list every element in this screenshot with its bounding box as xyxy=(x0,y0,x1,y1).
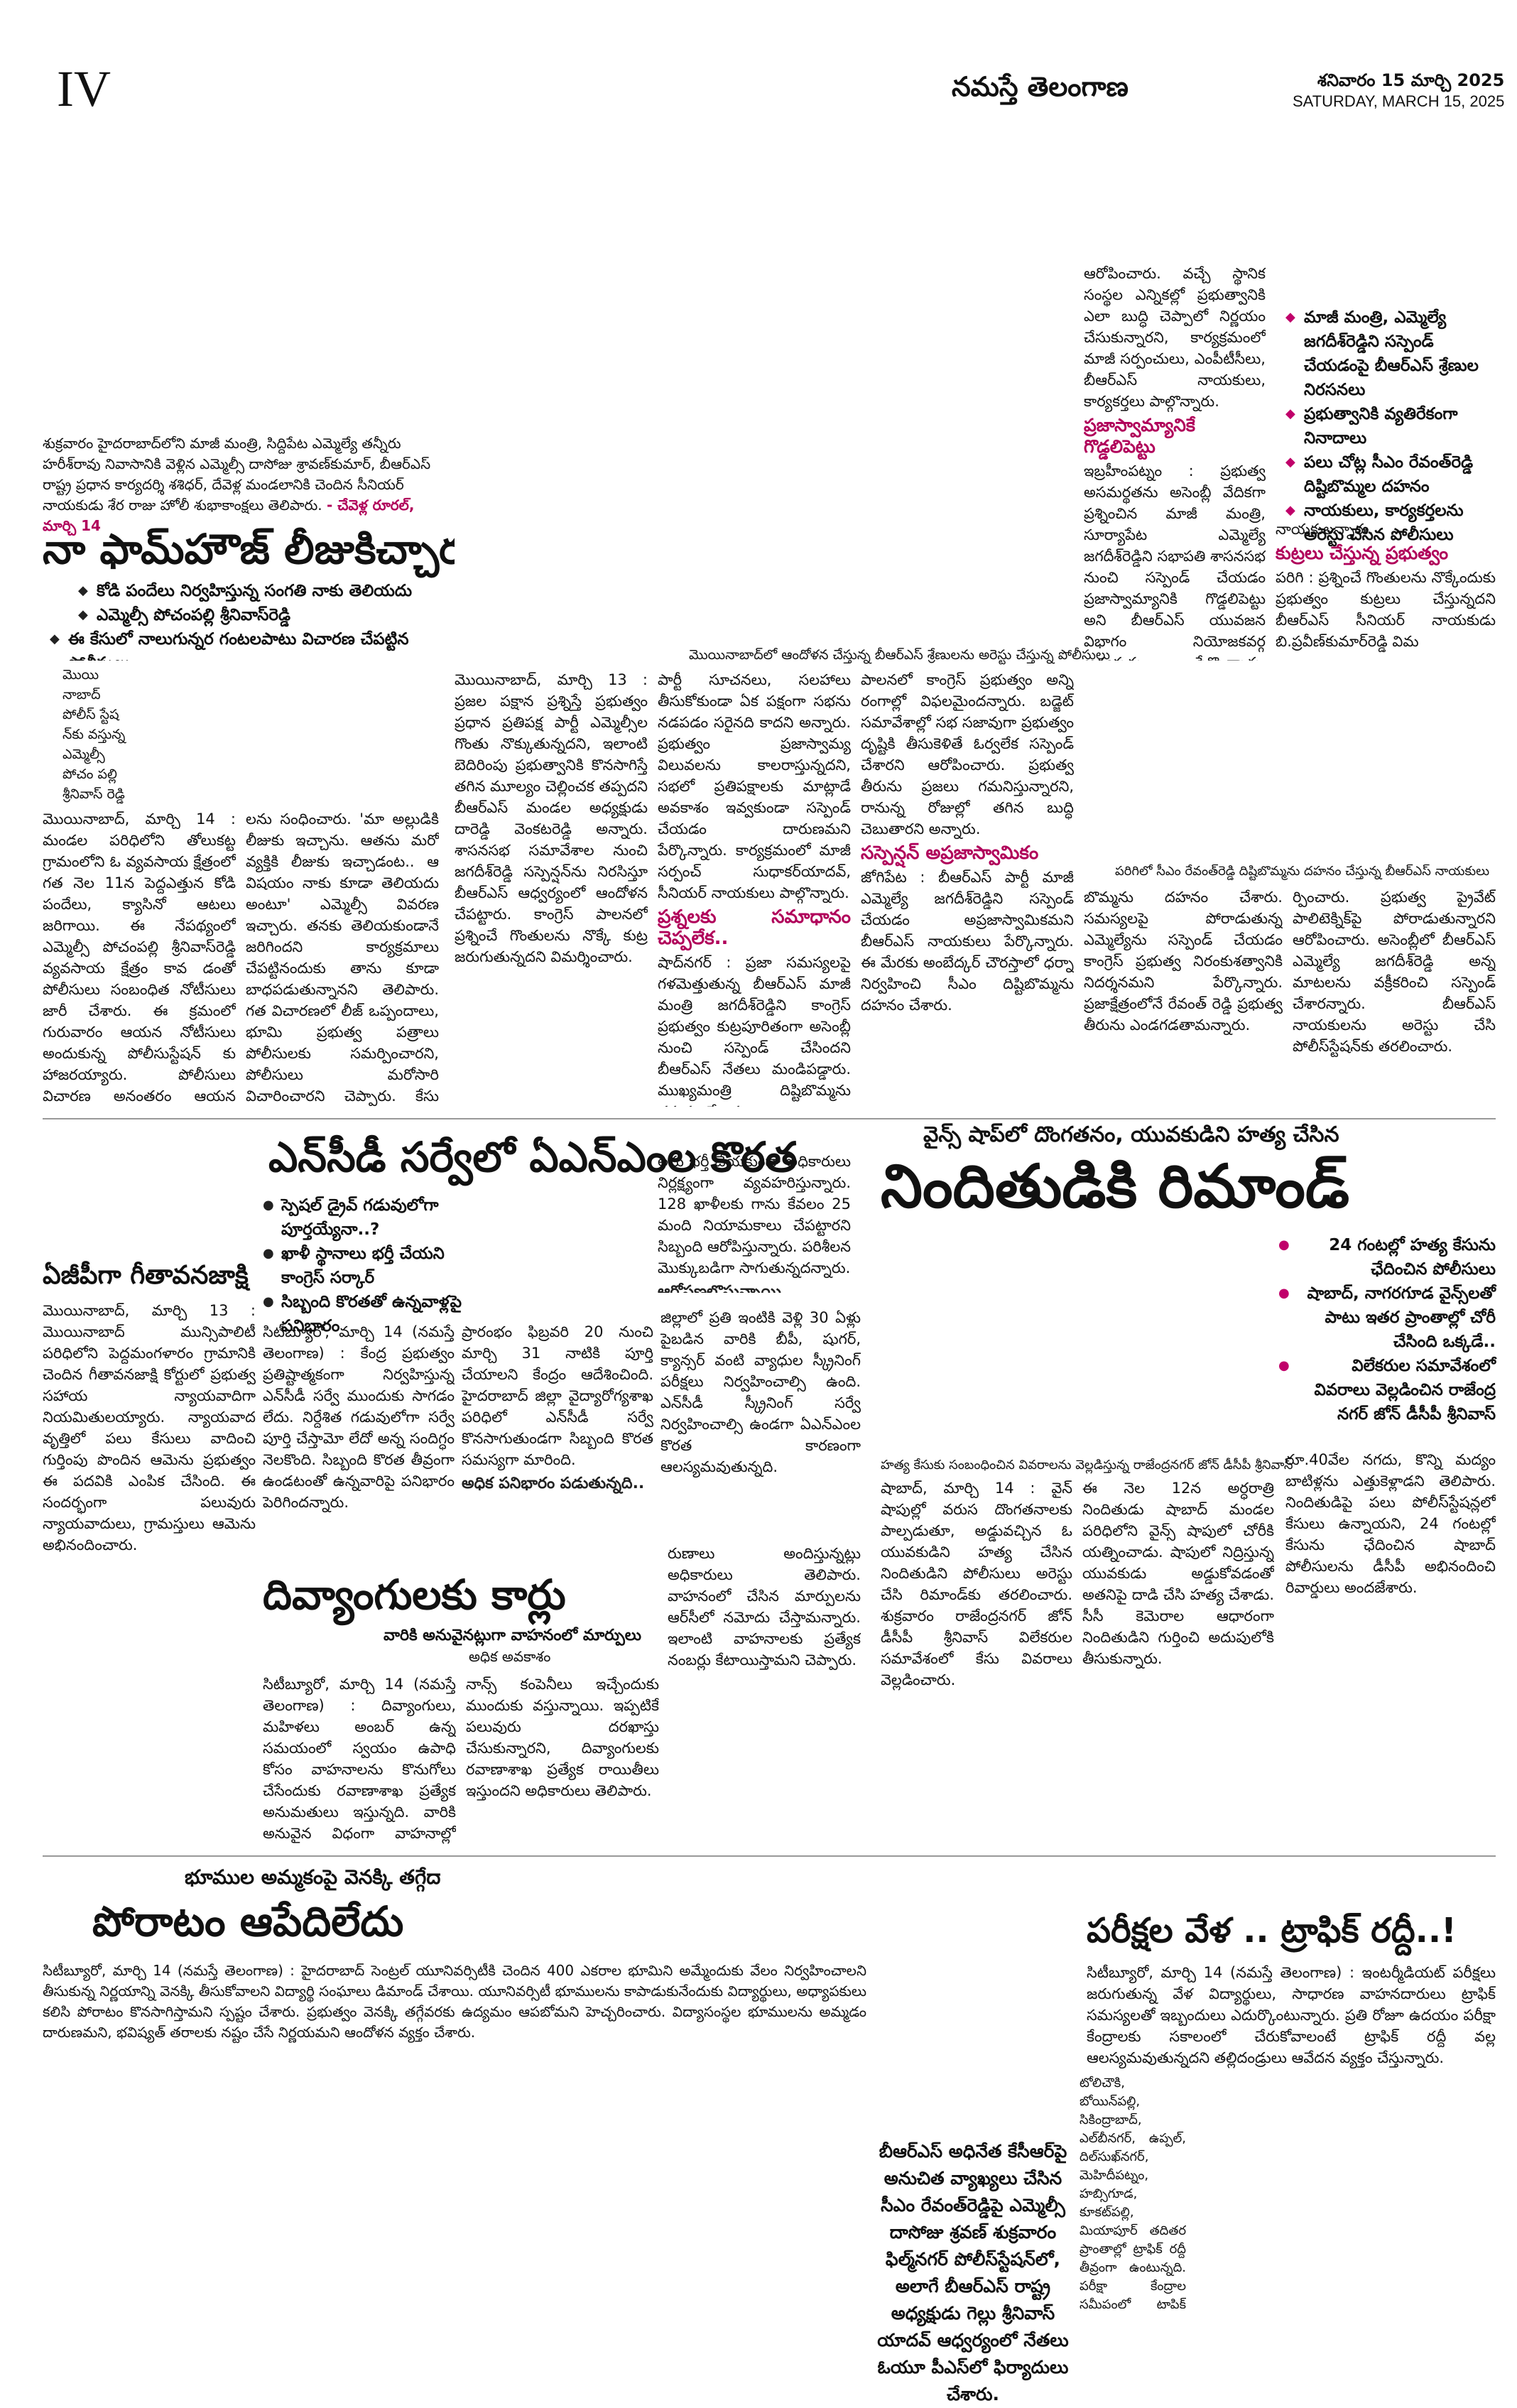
traffic-body1: సిటీబ్యూరో, మార్చి 14 (నమస్తే తెలంగాణ) :… xyxy=(1087,1964,1496,2066)
protest-photo xyxy=(455,128,1080,639)
remand-bullet: ● విలేకరుల సమావేశంలో వివరాలు వెల్లడించిన … xyxy=(1278,1357,1496,1423)
remand-bullet: ● 24 గంటల్లో హత్య కేసును ఛేదించిన పోలీసుల… xyxy=(1278,1236,1496,1279)
jagadish-body-col1: ఆరోపించారు. వచ్చే స్థానిక సంస్థల ఎన్నికల… xyxy=(1084,265,1266,661)
allegations-subhead: ఆరోపణలొస్తున్నాయి.. xyxy=(658,1283,793,1293)
jagadish-bullet: ◆ ప్రభుత్వానికి వ్యతిరేకంగా నినాదాలు xyxy=(1285,405,1458,448)
land-kicker: భూముల అమ్మకంపై వెనక్కి తగ్గేదాకా xyxy=(185,1865,464,1889)
ncd-body-col4: జిల్లాలో ప్రతి ఇంటికి వెళ్లి 30 ఏళ్లు పై… xyxy=(660,1309,861,1475)
farmhouse-bullet: ◆ కోడి పందేలు నిర్వహిస్తున్న సంగతి నాకు త… xyxy=(78,582,413,600)
complaint-quote: బీఆర్‌ఎస్ అధినేత కేసీఆర్‌పై అనుచిత వ్యాఖ… xyxy=(877,2141,1069,2404)
disabled-subkicker: అధిక అవకాశం xyxy=(469,1648,551,1665)
effigy-photo-caption: పరిగిలో సీఎం రేవంత్‌రెడ్డి దిష్టిబొమ్మను… xyxy=(1115,864,1490,879)
farmhouse-bullet: ◆ ఎమ్మెల్సీ పోచంపల్లి శ్రీనివాస్‌రెడ్డి xyxy=(78,606,291,624)
jagadish-body-col4: ర్పించారు. ప్రభుత్వ ప్రైవేట్ పాలిటెక్నిక… xyxy=(1293,889,1496,1055)
traffic-photo xyxy=(881,1968,1072,2124)
ncd-body-col2: ప్రారంభం ఫిబ్రవరి 20 నుంచి మార్చి 31 నాట… xyxy=(462,1321,653,1534)
disabled-body-col2: నాన్స్ కంపెనీలు ఇచ్చేందుకు ముందుకు వస్తు… xyxy=(466,1676,659,1799)
protest-body-col1: మొయినాబాద్, మార్చి 13 : ప్రజల పక్షాన ప్ర… xyxy=(455,671,648,965)
remand-kicker: వైన్స్ షాప్‌లో దొంగతనం, యువకుడిని హత్య చ… xyxy=(923,1122,1339,1147)
traffic-body2: టోలిచౌకి, బోయిన్‌పల్లి, సికింద్రాబాద్, ఎ… xyxy=(1080,2076,1186,2309)
mlc-photo xyxy=(43,661,440,803)
masthead: నమస్తే తెలంగాణ xyxy=(952,71,1129,102)
disabled-body-col3: రుణాలు అందిస్తున్నట్లు అధికారులు తెలిపార… xyxy=(668,1545,861,1669)
remand-photo-caption: హత్య కేసుకు సంబంధించిన వివరాలను వెల్లడిస… xyxy=(881,1458,1293,1473)
protest-body-col2: పార్టీ సూచనలు, సలహాలు తీసుకోకుండా ఏక పక్… xyxy=(658,671,851,1107)
protest-body-col3: పాలనలో కాంగ్రెస్ ప్రభుత్వం అన్ని రంగాల్ల… xyxy=(861,671,1074,1014)
page-number: IV xyxy=(57,60,111,117)
farmhouse-body-col1: మొయినాబాద్, మార్చి 14 : మండల పరిధిలోని త… xyxy=(43,810,236,1105)
ncd-bullet: ● సిబ్బంది కొరతతో ఉన్నవాళ్లపై పనిభారం xyxy=(263,1293,462,1335)
ncd-headline: ఎన్‌సీడీ సర్వేలో ఏఎన్‌ఎంల కొరత xyxy=(268,1133,798,1181)
ncd-survey-photo xyxy=(477,1193,861,1307)
disabled-kicker: వారికి అనువైనట్లుగా వాహనంలో మార్పులు xyxy=(384,1627,641,1644)
suspension-subhead: సస్పెన్షన్ అప్రజాస్వామికం xyxy=(861,842,1039,864)
land-body: సిటీబ్యూరో, మార్చి 14 (నమస్తే తెలంగాణ) :… xyxy=(43,1962,866,2041)
remand-photo xyxy=(881,1229,1250,1442)
protest-photo-caption: మొయినాబాద్‌లో ఆందోళన చేస్తున్న బీఆర్‌ఎస్… xyxy=(689,647,1110,663)
caption-credit: - చేవెళ్ల రూరల్, మార్చి 14 xyxy=(43,497,415,534)
ncd-body-col1: సిటీబ్యూరో, మార్చి 14 (నమస్తే తెలంగాణ) :… xyxy=(263,1323,455,1511)
land-photo xyxy=(440,1865,1080,1951)
dateline: శనివారం 15 మార్చి 2025 SATURDAY, MARCH 1… xyxy=(1293,70,1504,112)
workload-subhead: అధిక పనిభారం పడుతున్నది.. xyxy=(462,1475,645,1492)
date-english: SATURDAY, MARCH 15, 2025 xyxy=(1293,92,1505,110)
ncd-body-col3: లను భర్తీ చేయకుండా అధికారులు నిర్లక్ష్యం… xyxy=(658,1151,851,1293)
jagadish-bullet: ◆ పలు చోట్ల సీఎం రేవంత్‌రెడ్డి దిష్టిబొమ్… xyxy=(1285,453,1474,496)
jagadish-bullet: ◆ మాజీ మంత్రి, ఎమ్మెల్యే జగదీశ్‌రెడ్డిని … xyxy=(1285,308,1479,399)
date-telugu: శనివారం 15 మార్చి 2025 xyxy=(1317,70,1505,90)
geetha-body: మొయినాబాద్, మార్చి 13 : మొయినాబాద్ మున్స… xyxy=(43,1302,256,1553)
farmhouse-headline: నా ఫామ్‌హౌజ్ లీజుకిచ్చారు xyxy=(43,525,478,573)
holi-photo-caption: శుక్రవారం హైదరాబాద్‌లోని మాజీ మంత్రి, సి… xyxy=(43,435,431,534)
remand-body-col1: షాబాద్, మార్చి 14 : వైన్ షాపుల్లో వరుస ద… xyxy=(881,1480,1072,1688)
effigy-photo xyxy=(1084,668,1496,861)
remand-body-col2: ఈ నెల 12న అర్ధరాత్రి నిందితుడు షాబాద్ మం… xyxy=(1082,1480,1274,1667)
ncd-bullets: ● స్పెషల్ డ్రైవ్ గడువులోగా పూర్తయ్యేనా..?… xyxy=(263,1193,469,1338)
traffic-headline: పరీక్షల వేళ .. ట్రాఫిక్ రద్దీ..! xyxy=(1087,1911,1457,1951)
section-divider xyxy=(43,1855,1496,1857)
remand-bullet: ● షాబాద్, నాగరగూడ వైన్స్‌లతో పాటు ఇతర ప్ర… xyxy=(1278,1284,1496,1351)
ncd-photo xyxy=(43,1129,256,1257)
remand-headline: నిందితుడికి రిమాండ్ xyxy=(881,1151,1350,1221)
jagadish-bullet: ◆ నాయకులు, కార్యకర్తలను అరెస్టు చేసిన పోల… xyxy=(1285,501,1464,544)
section-divider xyxy=(43,1118,1496,1119)
farmhouse-body-col2: లను సంధించారు. 'మా అల్లుడికి లీజుకు ఇచ్చ… xyxy=(246,810,439,1105)
remand-body-col3: రూ.40వేల నగదు, కొన్ని మద్యం బాటిళ్లను ఎత… xyxy=(1285,1451,1496,1596)
protest-subhead: ప్రశ్నలకు సమాధానం చెప్పలేక.. xyxy=(658,906,851,949)
democracy-subhead: ప్రజాస్వామ్యానికే గొడ్డలిపెట్టు xyxy=(1084,415,1195,457)
holi-photo xyxy=(43,128,440,426)
disabled-headline: దివ్యాంగులకు కార్లు xyxy=(263,1571,566,1619)
mlc-photo-label: మొయి నాబాద్ పోలీస్ స్టేష న్‌కు వస్తున్న … xyxy=(62,667,126,802)
jagadish-body-col2: నాయకులన్నారు. కుట్రలు చేస్తున్న ప్రభుత్వ… xyxy=(1276,521,1496,650)
ncd-bullet: ● ఖాళీ స్థానాలు భర్తీ చేయని కాంగ్రెస్ సర్… xyxy=(263,1244,445,1287)
traffic-photo-right xyxy=(1200,2074,1496,2309)
land-headline: పోరాటం ఆపేదిలేదు xyxy=(92,1897,404,1946)
remand-bullets: ● 24 గంటల్లో హత్య కేసును ఛేదించిన పోలీసుల… xyxy=(1278,1233,1496,1426)
conspiracy-subhead: కుట్రలు చేస్తున్న ప్రభుత్వం xyxy=(1276,543,1449,563)
ncd-bullet: ● స్పెషల్ డ్రైవ్ గడువులోగా పూర్తయ్యేనా..? xyxy=(263,1196,439,1239)
jagadish-body-col3: బొమ్మను దహనం చేశారు. సమస్యలపై పోరాడుతున్… xyxy=(1084,889,1283,1034)
disabled-body-col1: సిటీబ్యూరో, మార్చి 14 (నమస్తే తెలంగాణ) :… xyxy=(263,1676,456,1842)
jagadish-bullets: ◆ మాజీ మంత్రి, ఎమ్మెల్యే జగదీశ్‌రెడ్డిని … xyxy=(1285,305,1499,547)
geetha-headline: ఏజీపీగా గీతావనజాక్షి xyxy=(43,1261,249,1290)
